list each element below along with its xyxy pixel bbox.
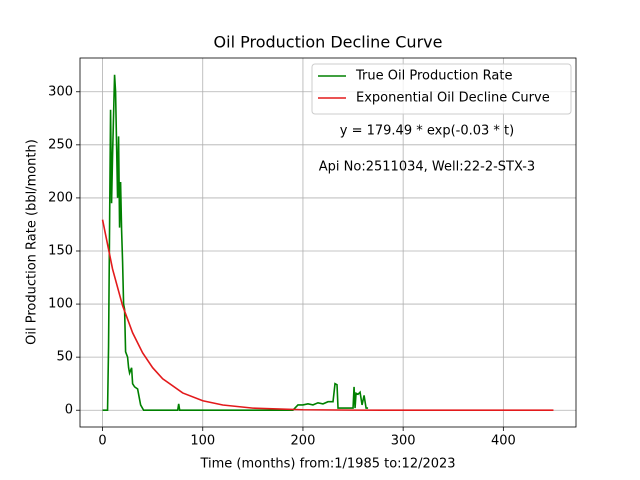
y-axis-label: Oil Production Rate (bbl/month) <box>25 139 40 345</box>
x-tick-label: 400 <box>491 434 516 449</box>
y-tick-label: 50 <box>56 350 73 365</box>
plot-frame <box>79 57 577 428</box>
x-tick-label: 0 <box>98 434 106 449</box>
annotation: y = 179.49 * exp(-0.03 * t) <box>340 124 514 139</box>
data-line <box>101 219 554 412</box>
legend-label: Exponential Oil Decline Curve <box>356 91 550 106</box>
y-tick-label: 250 <box>48 137 73 152</box>
y-tick-label: 300 <box>48 84 73 99</box>
y-tick-label: 100 <box>48 297 73 312</box>
y-tick-label: 200 <box>48 190 73 205</box>
annotation: Api No:2511034, Well:22-2-STX-3 <box>319 160 535 175</box>
y-tick-label: 150 <box>48 243 73 258</box>
data-line <box>102 74 369 412</box>
x-tick-label: 100 <box>190 434 215 449</box>
legend-label: True Oil Production Rate <box>355 69 512 84</box>
chart-title: Oil Production Decline Curve <box>214 33 443 52</box>
legend-box <box>311 63 572 115</box>
x-axis-label: Time (months) from:1/1985 to:12/2023 <box>199 457 455 472</box>
x-tick-label: 300 <box>391 434 416 449</box>
x-tick-label: 200 <box>291 434 316 449</box>
y-tick-label: 0 <box>65 403 73 418</box>
